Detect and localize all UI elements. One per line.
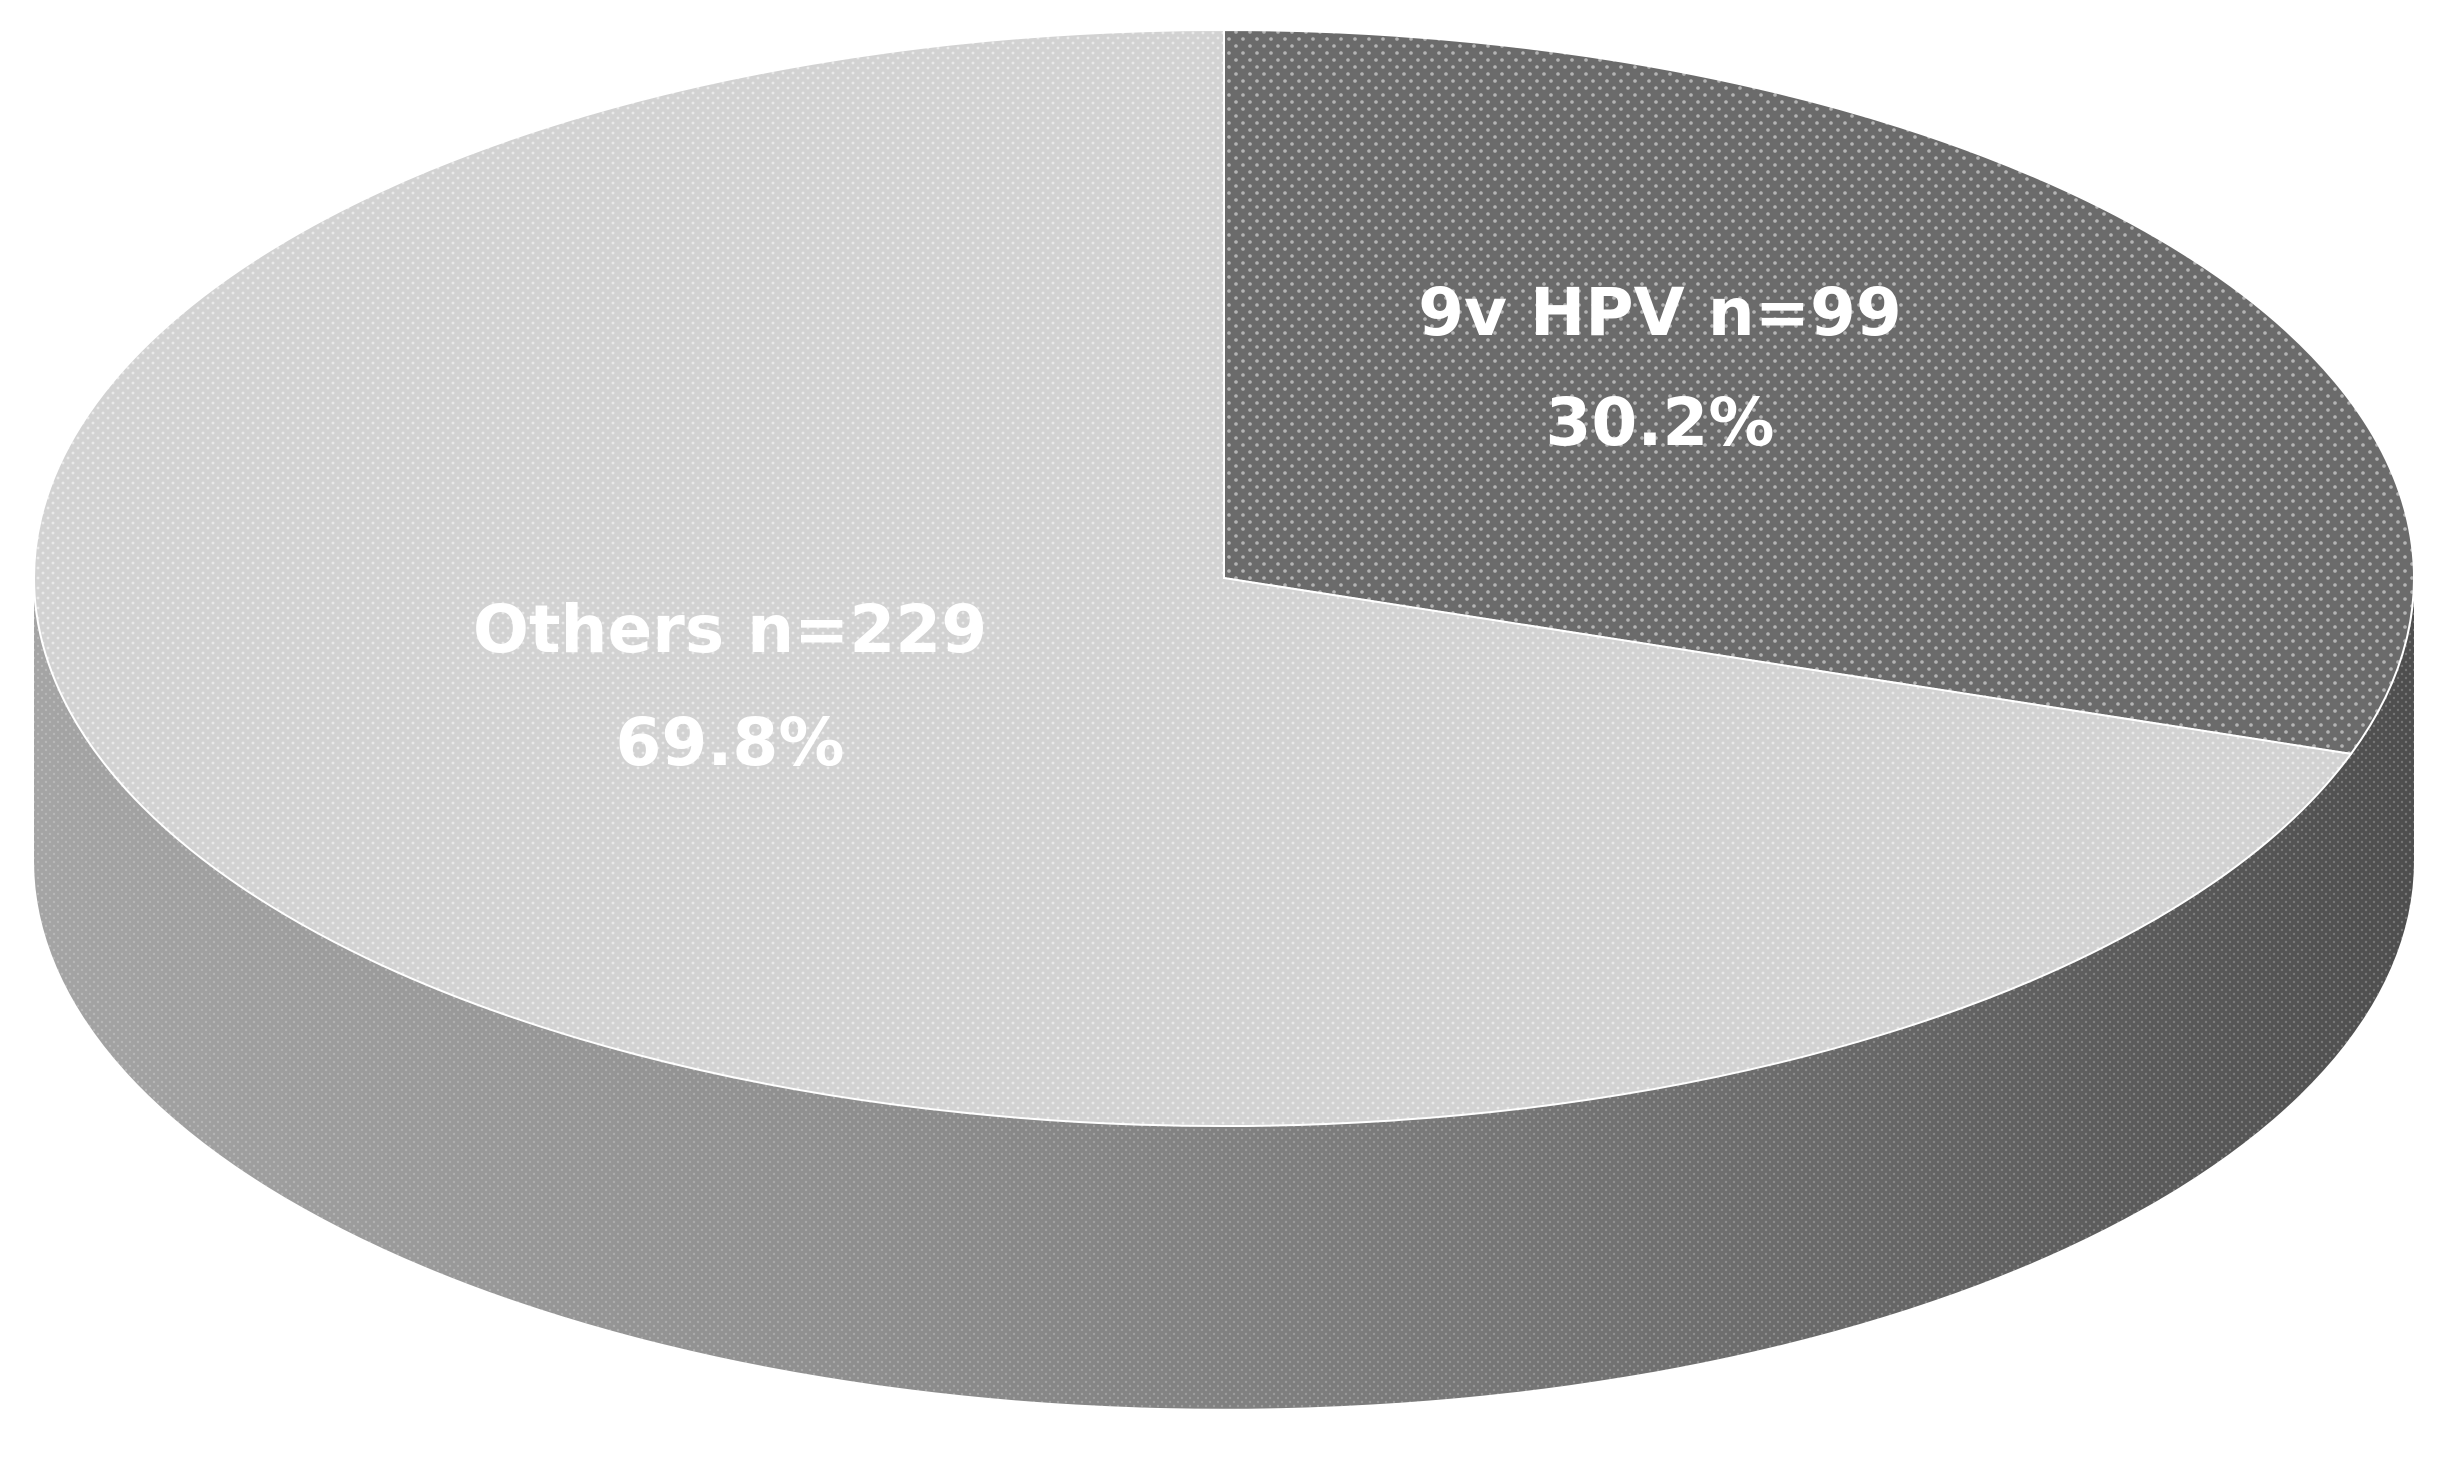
slice-label: 9v HPV n=99 (1418, 274, 1902, 351)
slice-percent-label: 69.8% (616, 704, 845, 781)
pie-side-texture (34, 578, 2414, 1409)
slice-percent-label: 30.2% (1546, 384, 1775, 461)
slice-label: Others n=229 (473, 591, 987, 668)
pie-slice-9v-hpv (1223, 28, 2415, 755)
pie-slice-others (33, 28, 2353, 1127)
